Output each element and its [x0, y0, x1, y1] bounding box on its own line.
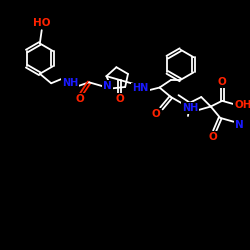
Text: HO: HO	[33, 18, 50, 28]
Text: O: O	[218, 77, 226, 87]
Text: NH: NH	[62, 78, 78, 88]
Text: O: O	[115, 94, 124, 104]
Text: O: O	[75, 94, 84, 104]
Text: NH: NH	[182, 104, 198, 114]
Text: O: O	[208, 132, 217, 142]
Text: N: N	[235, 120, 244, 130]
Text: HN: HN	[132, 84, 149, 94]
Text: O: O	[152, 109, 160, 119]
Text: N: N	[103, 81, 112, 91]
Text: OH: OH	[234, 100, 250, 110]
